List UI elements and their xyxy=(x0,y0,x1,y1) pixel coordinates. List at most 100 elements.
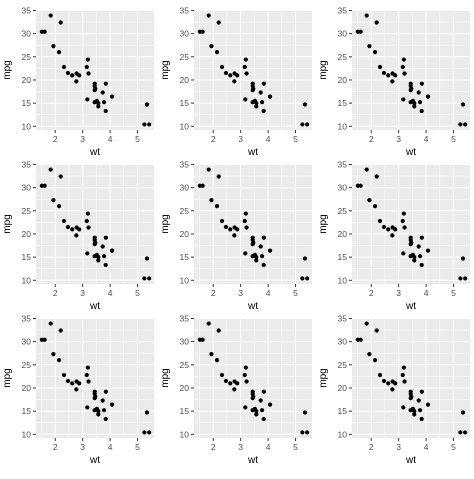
data-point xyxy=(377,64,383,70)
data-point xyxy=(305,122,310,127)
data-point xyxy=(417,254,423,259)
y-tick-label: 20 xyxy=(22,383,32,393)
panel-background xyxy=(352,164,470,284)
x-tick-label: 5 xyxy=(451,134,456,144)
data-point xyxy=(259,408,265,413)
y-axis-title: mpg xyxy=(2,214,13,233)
data-point xyxy=(84,64,89,70)
data-point xyxy=(206,13,211,18)
panel-background xyxy=(352,10,470,130)
data-point xyxy=(390,71,395,76)
data-point xyxy=(381,224,387,230)
x-tick-label: 4 xyxy=(266,442,271,452)
data-point xyxy=(228,227,233,232)
x-tick-label: 2 xyxy=(369,442,374,452)
data-point xyxy=(61,64,67,70)
data-point xyxy=(58,328,63,333)
data-point xyxy=(408,242,413,247)
scatter-plot-4: 2 3 4 5 10 15 20 25 30 35 wt mpg xyxy=(2,159,154,312)
data-point xyxy=(74,379,79,384)
data-point xyxy=(147,276,152,281)
data-point xyxy=(400,372,405,378)
data-point xyxy=(386,227,391,232)
scatter-plot-3: 2 3 4 5 10 15 20 25 30 35 wt mpg xyxy=(318,5,470,158)
y-tick-label: 35 xyxy=(22,159,32,169)
data-point xyxy=(408,88,413,93)
data-point xyxy=(209,44,214,49)
y-axis-title: mpg xyxy=(160,368,171,387)
data-point xyxy=(243,97,248,102)
data-point xyxy=(216,20,221,25)
data-point xyxy=(92,242,97,247)
data-point xyxy=(243,57,248,62)
data-point xyxy=(100,90,105,95)
y-tick-label: 20 xyxy=(338,229,348,239)
x-tick-label: 4 xyxy=(266,288,271,298)
data-point xyxy=(232,387,237,392)
data-point xyxy=(96,104,101,109)
data-point xyxy=(96,258,101,263)
data-point xyxy=(74,233,79,238)
panel-background xyxy=(352,318,470,438)
data-point xyxy=(419,416,424,422)
y-tick-label: 35 xyxy=(22,5,32,15)
data-point xyxy=(267,402,273,407)
y-tick-label: 35 xyxy=(338,5,348,15)
y-axis-title: mpg xyxy=(318,368,329,387)
data-point xyxy=(74,71,79,76)
x-tick-label: 5 xyxy=(135,288,140,298)
x-tick-label: 5 xyxy=(293,288,298,298)
y-tick-label: 15 xyxy=(338,98,348,108)
data-point xyxy=(259,100,265,105)
data-point xyxy=(408,408,413,413)
y-tick-label: 20 xyxy=(22,229,32,239)
y-tick-label: 35 xyxy=(338,159,348,169)
x-axis-title: wt xyxy=(89,147,100,158)
x-axis-title: wt xyxy=(89,301,100,312)
data-point xyxy=(197,29,202,34)
data-point xyxy=(242,218,247,224)
x-tick-label: 3 xyxy=(80,288,85,298)
data-point xyxy=(401,57,406,62)
x-tick-label: 3 xyxy=(396,442,401,452)
data-point xyxy=(96,412,101,417)
y-tick-label: 35 xyxy=(180,313,190,323)
data-point xyxy=(419,389,424,394)
x-axis-title: wt xyxy=(405,301,416,312)
x-tick-label: 2 xyxy=(53,442,58,452)
data-point xyxy=(419,235,424,240)
x-tick-label: 3 xyxy=(80,442,85,452)
data-point xyxy=(242,372,247,378)
data-point xyxy=(109,248,115,253)
data-point xyxy=(302,256,308,261)
data-point xyxy=(412,104,417,109)
data-point xyxy=(232,71,237,76)
y-tick-label: 15 xyxy=(22,252,32,262)
data-point xyxy=(51,44,56,49)
data-point xyxy=(243,211,248,216)
x-tick-label: 3 xyxy=(396,134,401,144)
data-point xyxy=(109,94,115,99)
data-point xyxy=(417,408,423,413)
data-point xyxy=(416,90,421,95)
data-point xyxy=(463,122,468,127)
x-tick-label: 4 xyxy=(108,288,113,298)
data-point xyxy=(400,218,405,224)
x-tick-label: 5 xyxy=(293,134,298,144)
y-tick-label: 10 xyxy=(180,121,190,131)
data-point xyxy=(250,88,255,93)
data-point xyxy=(101,100,107,105)
data-point xyxy=(302,410,308,415)
data-point xyxy=(92,88,97,93)
scatter-plot-5: 2 3 4 5 10 15 20 25 30 35 wt mpg xyxy=(160,159,312,312)
data-point xyxy=(408,81,413,86)
y-tick-label: 10 xyxy=(22,121,32,131)
data-point xyxy=(463,430,468,435)
data-point xyxy=(425,94,431,99)
data-point xyxy=(39,29,44,34)
data-point xyxy=(85,57,90,62)
y-tick-label: 15 xyxy=(338,406,348,416)
data-point xyxy=(86,71,91,76)
data-point xyxy=(261,81,266,86)
